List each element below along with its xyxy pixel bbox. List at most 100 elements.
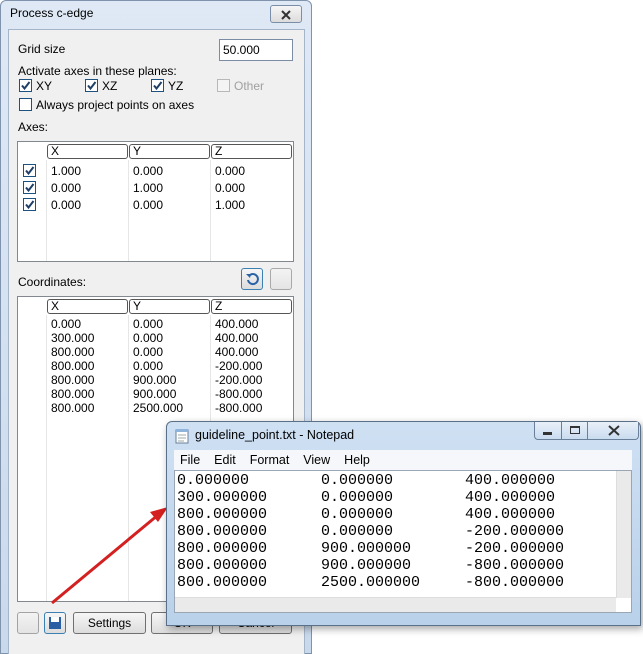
coordinate-cell: 800.000 <box>51 359 95 373</box>
coordinate-cell: 0.000 <box>133 345 164 359</box>
menu-item[interactable]: File <box>180 453 201 467</box>
coordinate-cell: 0.000 <box>133 317 164 331</box>
menu-item[interactable]: Edit <box>214 453 236 467</box>
close-button[interactable] <box>587 422 639 439</box>
axis-cell: 1.000 <box>215 198 246 212</box>
checkbox[interactable] <box>23 164 36 177</box>
axis-cell: 1.000 <box>51 164 82 178</box>
coordinate-cell: 800.000 <box>51 373 95 387</box>
column-divider <box>46 315 47 601</box>
checkbox[interactable] <box>85 79 98 92</box>
text-value: -800.000000 <box>465 574 565 591</box>
horizontal-scrollbar[interactable] <box>175 597 616 612</box>
coordinate-cell: 400.000 <box>215 345 259 359</box>
grid-size-input[interactable]: 50.000 <box>219 39 293 61</box>
axis-cell: 0.000 <box>51 198 82 212</box>
column-header[interactable]: Y <box>129 144 210 159</box>
checkbox[interactable] <box>217 79 230 92</box>
menu-bar: File Edit Format View Help <box>174 450 632 470</box>
checkbox[interactable] <box>151 79 164 92</box>
maximize-button[interactable] <box>561 422 587 439</box>
notepad-icon <box>175 429 189 444</box>
text-value: 400.000000 <box>465 506 556 523</box>
notepad-window: guideline_point.txt - Notepad File Edit Fo… <box>166 421 641 626</box>
coordinate-cell: -200.000 <box>215 373 263 387</box>
checkbox[interactable] <box>23 198 36 211</box>
menu-item[interactable]: Help <box>344 453 370 467</box>
arrow-head <box>150 507 168 522</box>
coordinate-cell: 0.000 <box>133 331 164 345</box>
plane-label: YZ <box>168 79 184 93</box>
close-icon <box>281 10 291 20</box>
text-value: 800.000000 <box>177 506 268 523</box>
disabled-button[interactable] <box>270 268 292 290</box>
text-value: 0.000000 <box>321 506 394 523</box>
text-value: 2500.000000 <box>321 574 421 591</box>
coordinate-cell: 300.000 <box>51 331 95 345</box>
text-value: 800.000000 <box>177 523 268 540</box>
dialog-button[interactable]: Settings <box>73 612 146 634</box>
coordinate-cell: 800.000 <box>51 387 95 401</box>
menu-item[interactable]: Format <box>249 453 290 467</box>
checkbox[interactable] <box>23 181 36 194</box>
axis-cell: 0.000 <box>133 164 164 178</box>
text-value: 0.000000 <box>321 523 394 540</box>
always-project-label: Always project points on axes <box>36 98 195 112</box>
arrow-line <box>51 513 159 605</box>
coordinates-label: Coordinates: <box>18 275 87 289</box>
window-controls <box>534 422 639 440</box>
save-button[interactable] <box>44 612 66 634</box>
column-header[interactable]: Z <box>211 144 292 159</box>
vertical-scrollbar[interactable] <box>616 471 631 598</box>
text-area: 0.000000 0.000000 400.000000 300.000000 0.00… <box>174 470 632 613</box>
grid-size-label: Grid size <box>18 42 66 56</box>
icon-button[interactable] <box>17 612 39 634</box>
text-value: -200.000000 <box>465 540 565 557</box>
axes-label: Axes: <box>18 120 49 134</box>
axis-cell: 0.000 <box>51 181 82 195</box>
column-header[interactable]: X <box>47 299 128 314</box>
column-divider <box>128 160 129 261</box>
text-value: 0.000000 <box>177 472 250 489</box>
coordinate-cell: 800.000 <box>51 401 95 415</box>
column-divider <box>128 315 129 601</box>
text-value: 900.000000 <box>321 540 412 557</box>
column-divider <box>210 160 211 261</box>
coordinate-cell: 0.000 <box>133 359 164 373</box>
text-value: 300.000000 <box>177 489 268 506</box>
close-button[interactable] <box>270 5 302 23</box>
coordinate-cell: 0.000 <box>51 317 82 331</box>
notepad-title: guideline_point.txt - Notepad <box>195 428 355 442</box>
text-value: 400.000000 <box>465 472 556 489</box>
plane-label: XZ <box>102 79 118 93</box>
column-header[interactable]: Y <box>129 299 210 314</box>
planes-label: Activate axes in these planes: <box>18 64 177 78</box>
text-value: -200.000000 <box>465 523 565 540</box>
text-value: 800.000000 <box>177 574 268 591</box>
coordinate-cell: 900.000 <box>133 387 177 401</box>
checkbox[interactable] <box>19 98 32 111</box>
text-value: 800.000000 <box>177 557 268 574</box>
coordinate-cell: 900.000 <box>133 373 177 387</box>
text-value: 900.000000 <box>321 557 412 574</box>
axis-cell: 0.000 <box>215 181 246 195</box>
column-header[interactable]: X <box>47 144 128 159</box>
text-value: 0.000000 <box>321 489 394 506</box>
menu-item[interactable]: View <box>303 453 331 467</box>
dialog-title: Process c-edge <box>10 6 94 20</box>
column-header[interactable]: Z <box>211 299 292 314</box>
axes-table: X Y Z 1.000 0.000 0.000 0.000 1.000 0.000 0.000 0.… <box>17 141 294 262</box>
coordinate-cell: -200.000 <box>215 359 263 373</box>
column-divider <box>46 160 47 261</box>
checkbox[interactable] <box>19 79 32 92</box>
undo-button[interactable] <box>241 268 263 290</box>
plane-label: Other <box>234 79 265 93</box>
axis-cell: 0.000 <box>215 164 246 178</box>
coordinate-cell: -800.000 <box>215 387 263 401</box>
minimize-button[interactable] <box>535 422 561 439</box>
plane-label: XY <box>36 79 53 93</box>
text-value: 800.000000 <box>177 540 268 557</box>
axis-cell: 0.000 <box>133 198 164 212</box>
